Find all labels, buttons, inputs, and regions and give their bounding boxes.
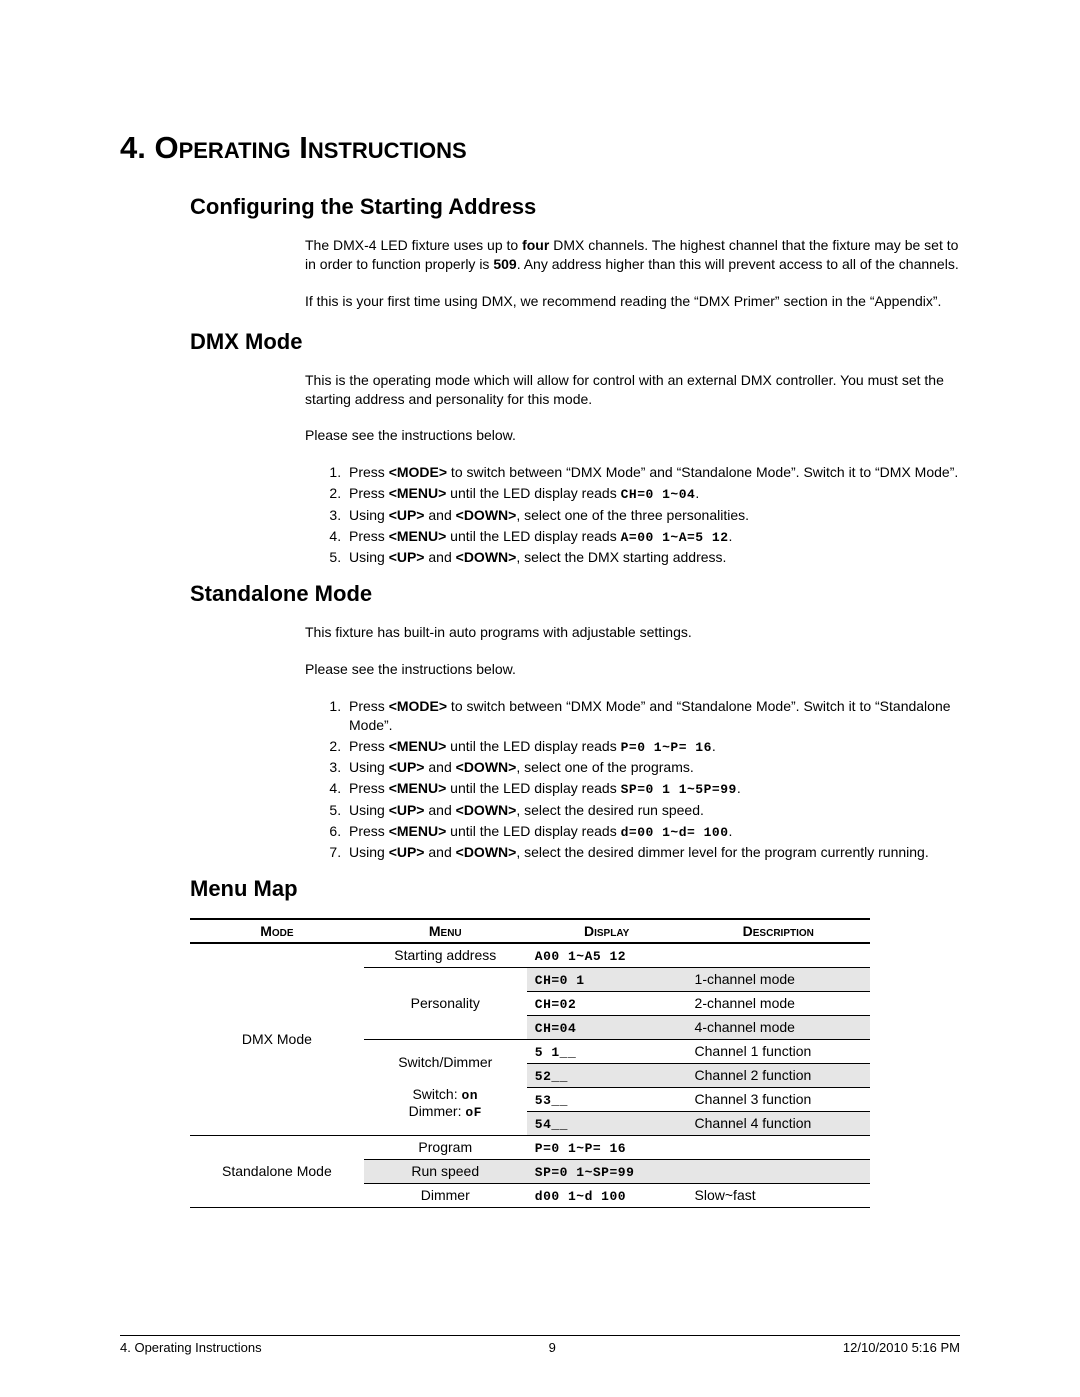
col-display: Display (527, 919, 687, 943)
col-menu: Menu (364, 919, 527, 943)
heading-standalone-mode: Standalone Mode (190, 581, 960, 607)
body-dmx-mode: This is the operating mode which will al… (305, 371, 960, 567)
cell-menu: Run speed (364, 1159, 527, 1183)
cell-display: CH=02 (535, 997, 577, 1012)
sa-step-5: Using <UP> and <DOWN>, select the desire… (345, 801, 960, 820)
page: 4. Operating Instructions Configuring th… (0, 0, 1080, 1397)
cell-desc: Slow~fast (687, 1183, 870, 1207)
heading-operating-instructions: 4. Operating Instructions (120, 130, 960, 166)
cell-desc: Channel 4 function (687, 1111, 870, 1135)
cell-menu: Dimmer (364, 1183, 527, 1207)
cell-desc: Channel 2 function (687, 1063, 870, 1087)
cell-desc: 4-channel mode (687, 1015, 870, 1039)
cell-desc: 1-channel mode (687, 967, 870, 991)
dmx-step-3: Using <UP> and <DOWN>, select one of the… (345, 506, 960, 525)
cell-menu-switch-dimmer: Switch/Dimmer Switch: on Dimmer: oF (364, 1039, 527, 1135)
cell-display: 5 1__ (535, 1045, 577, 1060)
body-standalone-mode: This fixture has built-in auto programs … (305, 623, 960, 862)
footer-section: 4. Operating Instructions (120, 1340, 262, 1355)
cell-sub-dimmer: Dimmer: oF (409, 1103, 482, 1119)
sa-step-2: Press <MENU> until the LED display reads… (345, 737, 960, 757)
table-header-row: Mode Menu Display Description (190, 919, 870, 943)
sa-step-3: Using <UP> and <DOWN>, select one of the… (345, 758, 960, 777)
heading-config-starting-address: Configuring the Starting Address (190, 194, 960, 220)
cell-desc: Channel 1 function (687, 1039, 870, 1063)
footer-page-number: 9 (549, 1340, 556, 1355)
sa-step-6: Press <MENU> until the LED display reads… (345, 822, 960, 842)
cell-menu-personality: Personality (364, 967, 527, 1039)
cell-display: 54__ (535, 1117, 568, 1132)
cell-display: CH=0 1 (535, 973, 585, 988)
para-dmx-intro: This is the operating mode which will al… (305, 371, 960, 409)
para-standalone-see-below: Please see the instructions below. (305, 660, 960, 679)
cell-display: CH=04 (535, 1021, 577, 1036)
dmx-step-4: Press <MENU> until the LED display reads… (345, 527, 960, 547)
heading-menu-map: Menu Map (190, 876, 960, 902)
dmx-step-1: Press <MODE> to switch between “DMX Mode… (345, 463, 960, 482)
cell-display: A00 1~A5 12 (535, 949, 626, 964)
col-mode: Mode (190, 919, 364, 943)
cell-display: d00 1~d 100 (535, 1189, 626, 1204)
sa-step-7: Using <UP> and <DOWN>, select the desire… (345, 843, 960, 862)
cell-display: P=0 1~P= 16 (535, 1141, 626, 1156)
para-dmx-see-below: Please see the instructions below. (305, 426, 960, 445)
cell-menu: Program (364, 1135, 527, 1159)
sa-step-1: Press <MODE> to switch between “DMX Mode… (345, 697, 960, 735)
para-four-channels: The DMX-4 LED fixture uses up to four DM… (305, 236, 960, 274)
para-standalone-intro: This fixture has built-in auto programs … (305, 623, 960, 642)
heading-dmx-mode: DMX Mode (190, 329, 960, 355)
cell-display: SP=0 1~SP=99 (535, 1165, 635, 1180)
cell-desc (687, 1159, 870, 1183)
cell-mode-standalone: Standalone Mode (190, 1135, 364, 1207)
table-row: DMX Mode Starting address A00 1~A5 12 (190, 943, 870, 968)
dmx-step-5: Using <UP> and <DOWN>, select the DMX st… (345, 548, 960, 567)
table-row: Standalone Mode Program P=0 1~P= 16 (190, 1135, 870, 1159)
cell-display: 53__ (535, 1093, 568, 1108)
cell-desc: 2-channel mode (687, 991, 870, 1015)
table-menu-map: Mode Menu Display Description DMX Mode S… (190, 918, 870, 1208)
cell-display: 52__ (535, 1069, 568, 1084)
cell-desc: Channel 3 function (687, 1087, 870, 1111)
cell-menu: Starting address (364, 943, 527, 968)
sa-step-4: Press <MENU> until the LED display reads… (345, 779, 960, 799)
dmx-step-2: Press <MENU> until the LED display reads… (345, 484, 960, 504)
cell-mode-dmx: DMX Mode (190, 943, 364, 1136)
list-dmx-steps: Press <MODE> to switch between “DMX Mode… (305, 463, 960, 567)
footer-timestamp: 12/10/2010 5:16 PM (843, 1340, 960, 1355)
list-standalone-steps: Press <MODE> to switch between “DMX Mode… (305, 697, 960, 862)
cell-desc (687, 943, 870, 968)
cell-sub-switch: Switch: on (412, 1086, 478, 1102)
col-description: Description (687, 919, 870, 943)
page-footer: 4. Operating Instructions 9 12/10/2010 5… (120, 1335, 960, 1355)
para-dmx-primer: If this is your first time using DMX, we… (305, 292, 960, 311)
cell-desc (687, 1135, 870, 1159)
body-config-starting-address: The DMX-4 LED fixture uses up to four DM… (305, 236, 960, 311)
